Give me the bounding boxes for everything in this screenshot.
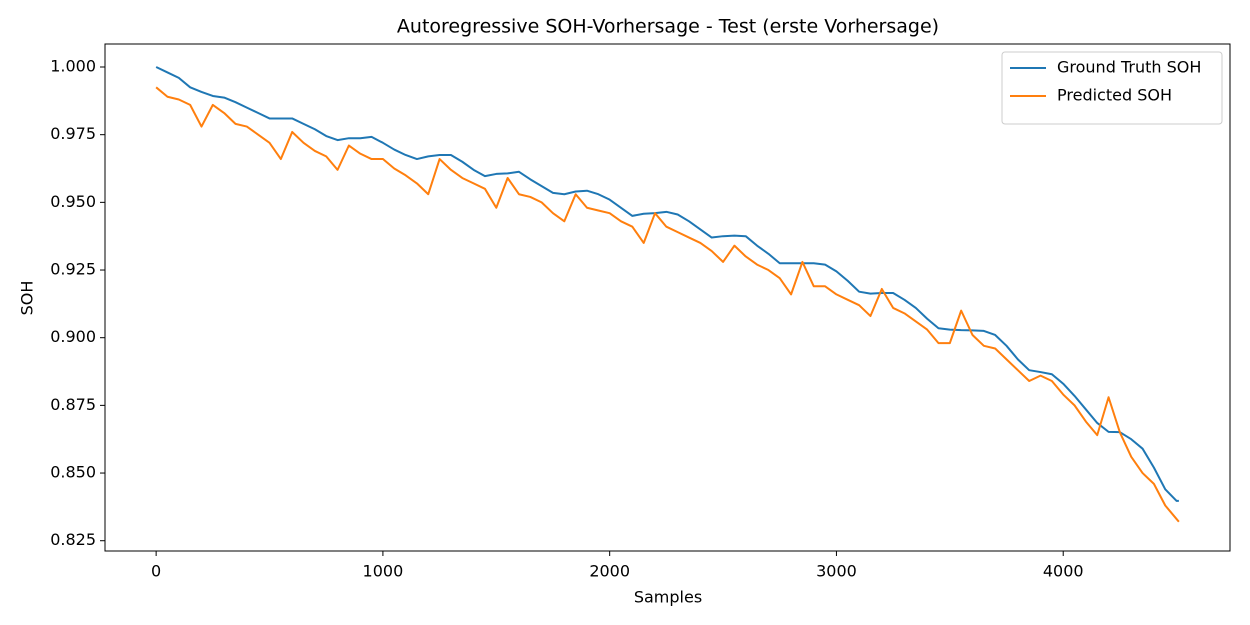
data-line	[155, 66, 1179, 502]
data-line	[155, 86, 1180, 523]
chart-title: Autoregressive SOH-Vorhersage - Test (er…	[397, 16, 939, 38]
x-axis-label: Samples	[634, 588, 702, 607]
x-tick-label: 0	[151, 562, 161, 581]
x-tick-label: 3000	[816, 562, 857, 581]
plot-frame	[104, 43, 1231, 552]
x-tick-label: 2000	[589, 562, 630, 581]
legend-label: Predicted SOH	[1057, 86, 1172, 105]
y-tick-label: 0.950	[50, 192, 96, 211]
legend-box	[1001, 51, 1223, 125]
legend-label: Ground Truth SOH	[1057, 58, 1201, 77]
y-tick-label: 0.850	[50, 463, 96, 482]
y-axis-label: SOH	[18, 281, 37, 316]
y-tick-label: 0.900	[50, 327, 96, 346]
y-tick-label: 1.000	[50, 57, 96, 76]
x-tick-label: 1000	[363, 562, 404, 581]
y-tick-label: 0.975	[50, 124, 96, 143]
y-tick-label: 0.875	[50, 395, 96, 414]
x-tick-label: 4000	[1043, 562, 1084, 581]
y-tick-label: 0.825	[50, 530, 96, 549]
y-tick-label: 0.925	[50, 260, 96, 279]
